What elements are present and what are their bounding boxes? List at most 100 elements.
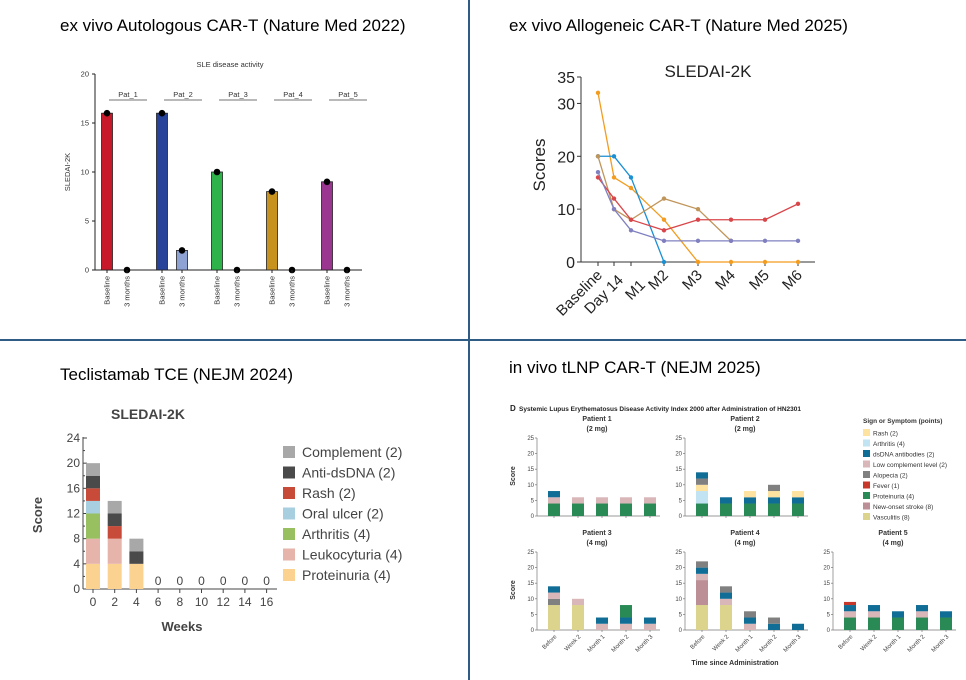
- chart2-data-point: [595, 169, 601, 175]
- chart4-x-tick-label: Week 2: [860, 634, 879, 653]
- chart4-bar-segment-dsdna-antibodies-2: [792, 497, 804, 504]
- chart2-data-point: [595, 90, 601, 96]
- chart4-bar-segment-rash-2: [696, 484, 708, 492]
- chart4-x-tick-label: Month 1: [883, 634, 903, 654]
- chart3-legend-label: Proteinuria (4): [302, 567, 391, 583]
- chart1-y-axis-label: SLEDAI-2K: [63, 153, 72, 191]
- chart3-zero-label: 0: [155, 574, 162, 588]
- chart3-legend-label: Anti-dsDNA (2): [302, 465, 395, 481]
- chart4-bar-segment-low-complement-level-2: [744, 623, 756, 630]
- chart4-bar-segment-proteinuria-4: [572, 503, 584, 516]
- chart4-bar-segment-proteinuria-4: [940, 617, 952, 630]
- chart3-zero-label: 0: [220, 574, 227, 588]
- chart1-bar: [101, 112, 113, 271]
- chart2-data-point: [595, 154, 601, 159]
- chart2-data-point: [628, 228, 634, 233]
- panel-title-bottom-right: in vivo tLNP CAR-T (NEJM 2025): [509, 358, 761, 377]
- chart3-x-tick-label: 2: [111, 595, 118, 609]
- chart3-bar-segment-proteinuria-4: [129, 563, 144, 589]
- chart4-y-tick-label: 5: [679, 612, 683, 618]
- chart3-x-tick-label: 0: [90, 595, 97, 609]
- chart4-y-tick-label: 25: [675, 436, 682, 442]
- chart4-bar-segment-dsdna-antibodies-2: [768, 623, 780, 630]
- chart2-data-point: [762, 217, 768, 222]
- chart4-legend-label: Vasculitis (8): [873, 515, 910, 522]
- chart1-x-tick-label: 3 months: [178, 276, 187, 307]
- chart1-x-tick-label: 3 months: [123, 276, 132, 307]
- chart4-bar-segment-low-complement-level-2: [696, 573, 708, 581]
- chart4-bar-segment-proteinuria-4: [596, 503, 608, 516]
- chart4-y-tick-label: 5: [827, 612, 831, 618]
- chart1-y-tick-label: 0: [85, 266, 89, 275]
- chart1-bar: [156, 112, 168, 271]
- chart2-data-point: [661, 217, 667, 222]
- chart4-legend-swatch: [863, 429, 870, 436]
- chart1-x-tick-label: Baseline: [323, 276, 332, 305]
- chart4-y-tick-label: 5: [531, 498, 535, 504]
- chart4-bar-segment-vasculitis-8: [696, 605, 708, 630]
- chart3-bar-segment-rash-2: [107, 526, 122, 539]
- chart1-bar: [211, 171, 223, 271]
- chart3-y-tick-label: 16: [67, 481, 81, 495]
- chart2-y-axis-label: Scores: [530, 139, 549, 192]
- chart4-bar-segment-proteinuria-4: [792, 503, 804, 516]
- chart2-data-point: [611, 206, 617, 212]
- chart3-legend-swatch: [283, 487, 295, 499]
- chart4-bar-segment-proteinuria-4: [548, 503, 560, 516]
- chart1-x-tick-label: 3 months: [343, 276, 352, 307]
- chart4-y-tick-label: 0: [531, 514, 535, 520]
- chart4-bar-segment-low-complement-level-2: [868, 611, 880, 618]
- chart4-legend-label: Proteinuria (4): [873, 494, 914, 501]
- chart4-y-tick-label: 25: [675, 550, 682, 556]
- chart4-bar-segment-alopecia-2: [548, 598, 560, 606]
- chart1-bar: [321, 181, 333, 271]
- chart3-y-tick-label: 4: [73, 557, 80, 571]
- panel-title-top-left: ex vivo Autologous CAR-T (Nature Med 202…: [60, 16, 406, 35]
- chart4-bar-segment-dsdna-antibodies-2: [644, 617, 656, 624]
- chart4-y-tick-label: 20: [675, 452, 682, 458]
- chart4-bar-segment-alopecia-2: [720, 586, 732, 593]
- panel-title-bottom-left: Teclistamab TCE (NEJM 2024): [60, 365, 293, 384]
- chart2-data-point: [611, 196, 617, 201]
- chart4-bar-segment-dsdna-antibodies-2: [548, 586, 560, 593]
- chart4-x-tick-label: Month 3: [783, 634, 803, 654]
- chart3-bar-segment-proteinuria-4: [107, 563, 122, 589]
- chart2-data-point: [595, 175, 601, 180]
- chart2-x-tick-label: M6: [779, 267, 806, 294]
- chart4-bar-segment-dsdna-antibodies-2: [620, 617, 632, 624]
- chart3-x-tick-label: 8: [176, 595, 183, 609]
- chart4-bar-segment-dsdna-antibodies-2: [868, 605, 880, 612]
- chart1-x-tick-label: 3 months: [288, 276, 297, 307]
- chart4-legend-label: Rash (2): [873, 431, 898, 438]
- chart4-bar-segment-rash-2: [744, 491, 756, 498]
- chart4-x-tick-label: Month 2: [907, 634, 927, 654]
- chart3-zero-label: 0: [198, 574, 205, 588]
- chart4-y-tick-label: 0: [679, 628, 683, 634]
- chart3-legend-swatch: [283, 569, 295, 581]
- chart3-x-tick-label: 6: [155, 595, 162, 609]
- chart2-data-point: [695, 206, 701, 212]
- chart4-bar-segment-dsdna-antibodies-2: [720, 497, 732, 504]
- chart1-x-tick-label: Baseline: [158, 276, 167, 305]
- chart4-bar-segment-proteinuria-4: [696, 503, 708, 516]
- chart2-data-point: [661, 259, 667, 265]
- chart4-bar-segment-dsdna-antibodies-2: [916, 605, 928, 612]
- chart2-x-tick-label: M5: [746, 267, 773, 294]
- chart4-legend-label: New-onset stroke (8): [873, 504, 933, 511]
- chart4-x-tick-label: Month 2: [759, 634, 779, 654]
- chart4-bar-segment-rash-2: [792, 491, 804, 498]
- chart2-data-point: [611, 175, 617, 180]
- chart1-data-point: [158, 109, 166, 117]
- chart2-y-tick-label: 20: [557, 149, 575, 166]
- chart1-data-point: [323, 178, 331, 186]
- chart4-legend-swatch: [863, 502, 870, 510]
- chart3-bar-segment-complement-2: [107, 500, 122, 514]
- chart2-y-tick-label: 35: [557, 70, 575, 87]
- chart4-bar-segment-dsdna-antibodies-2: [696, 567, 708, 574]
- chart4-y-axis-label: Score: [510, 466, 517, 486]
- chart4-bar-segment-proteinuria-4: [768, 503, 780, 516]
- chart4-bar-segment-low-complement-level-2: [620, 497, 632, 504]
- chart2-x-tick-label: M4: [712, 267, 739, 294]
- chart4-y-axis-label: Score: [510, 580, 517, 600]
